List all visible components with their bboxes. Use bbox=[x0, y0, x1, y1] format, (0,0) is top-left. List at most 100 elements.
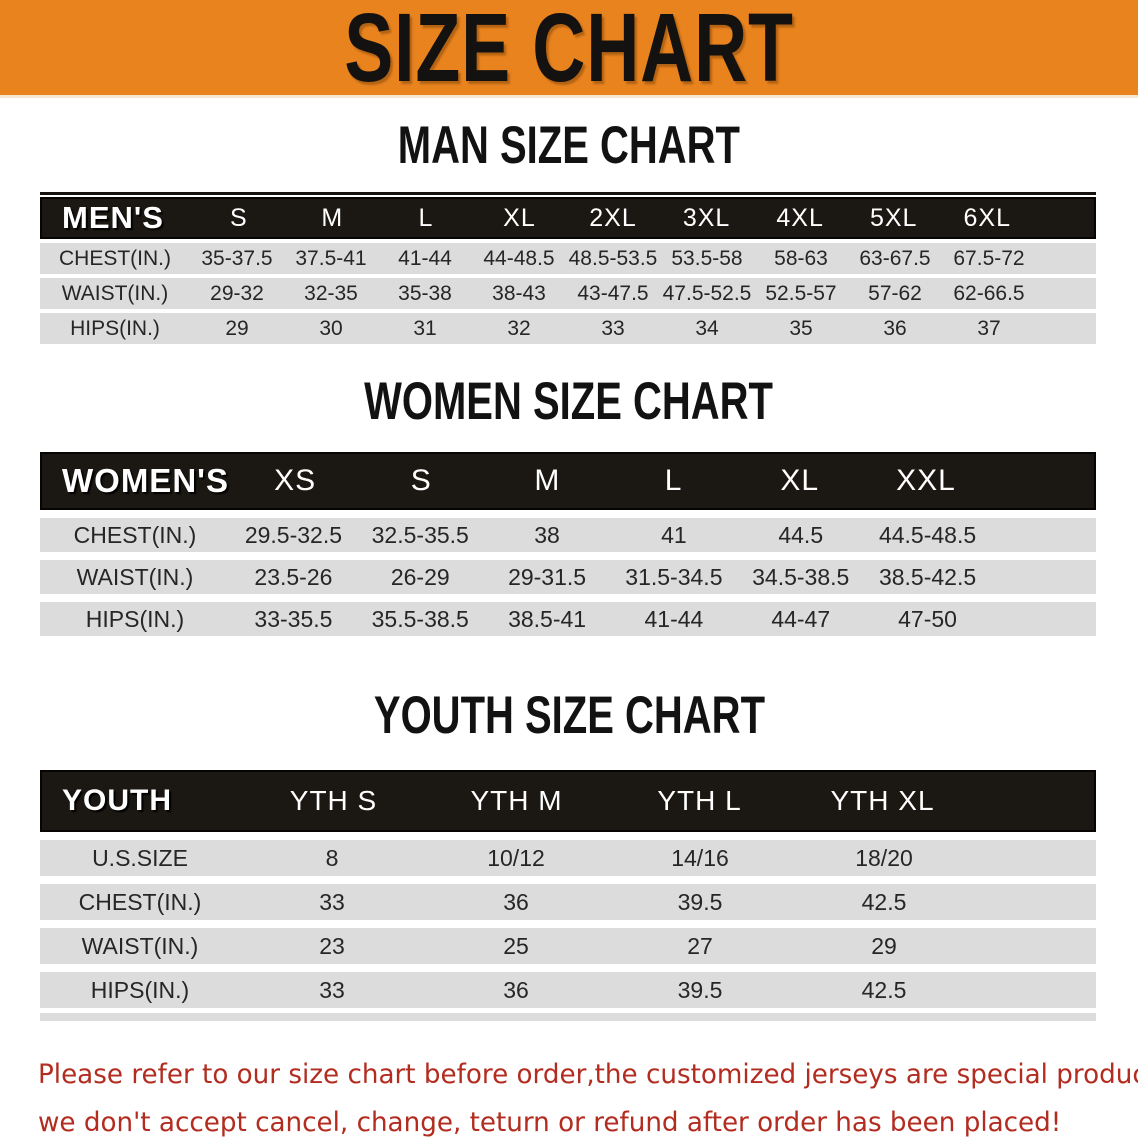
size-header-cell: 4XL bbox=[776, 203, 824, 232]
value-cell: 63-67.5 bbox=[859, 246, 931, 270]
value-cell: 31 bbox=[413, 316, 437, 340]
value-cell: 42.5 bbox=[861, 888, 907, 915]
size-header-cell: M bbox=[321, 203, 344, 232]
value-cell: 36 bbox=[883, 316, 907, 340]
value-cell: 34 bbox=[695, 316, 719, 340]
value-cell: 33-35.5 bbox=[254, 605, 333, 632]
row-label-cell: HIPS(IN.) bbox=[85, 605, 185, 632]
value-cell: 18/20 bbox=[855, 844, 913, 871]
women-size-section: WOMEN SIZE CHART WOMEN'S XS S M L XL XXL CHEST… bbox=[0, 372, 1138, 636]
youth-table-header-row: YOUTH YTH S YTH M YTH L YTH XL bbox=[40, 770, 1096, 832]
value-cell: 67.5-72 bbox=[953, 246, 1025, 270]
size-header-cell: 3XL bbox=[682, 203, 731, 232]
women-size-table: WOMEN'S XS S M L XL XXL CHEST(IN.) 29.5-32.5 32.… bbox=[40, 452, 1096, 636]
value-cell: 33 bbox=[319, 976, 345, 1003]
women-section-heading: WOMEN SIZE CHART bbox=[0, 372, 1138, 429]
footer-note: Please refer to our size chart before or… bbox=[38, 1051, 1138, 1147]
value-cell: 38.5-41 bbox=[508, 605, 587, 632]
men-size-table: MEN'S S M L XL 2XL 3XL 4XL 5XL 6XL CHEST(IN.) 35-3… bbox=[40, 192, 1096, 344]
value-cell: 44-48.5 bbox=[483, 246, 555, 270]
value-cell: 37 bbox=[977, 316, 1001, 340]
value-cell: 29-32 bbox=[210, 281, 264, 305]
size-header-cell: S bbox=[410, 464, 432, 497]
men-section-heading: MAN SIZE CHART bbox=[0, 116, 1138, 173]
size-header-cell: L bbox=[664, 464, 683, 497]
value-cell: 38 bbox=[534, 521, 560, 548]
table-top-gap bbox=[40, 195, 1096, 197]
youth-size-section: YOUTH SIZE CHART YOUTH YTH S YTH M YTH L YTH… bbox=[0, 685, 1138, 1021]
value-cell: 32.5-35.5 bbox=[371, 521, 469, 548]
row-label-cell: WAIST(IN.) bbox=[61, 281, 169, 305]
size-header-cell: 5XL bbox=[869, 203, 918, 232]
group-label-cell: MEN'S bbox=[62, 200, 164, 235]
men-table-header-row: MEN'S S M L XL 2XL 3XL 4XL 5XL 6XL bbox=[40, 197, 1096, 239]
value-cell: 48.5-53.5 bbox=[568, 246, 658, 270]
row-label-cell: CHEST(IN.) bbox=[78, 888, 202, 915]
size-chart-banner: SIZE CHART bbox=[0, 0, 1138, 102]
value-cell: 34.5-38.5 bbox=[752, 563, 850, 590]
table-top-rule bbox=[40, 192, 1096, 195]
size-header-cell: XL bbox=[780, 464, 820, 497]
value-cell: 44.5-48.5 bbox=[878, 521, 977, 548]
table-row: WAIST(IN.) 29-32 32-35 35-38 38-43 43-47.5 47.… bbox=[40, 278, 1096, 309]
value-cell: 58-63 bbox=[774, 246, 828, 270]
value-cell: 43-47.5 bbox=[577, 281, 649, 305]
size-header-cell: YTH M bbox=[470, 785, 563, 816]
value-cell: 31.5-34.5 bbox=[625, 563, 723, 590]
value-cell: 57-62 bbox=[868, 281, 922, 305]
value-cell: 14/16 bbox=[671, 844, 729, 871]
table-row: WAIST(IN.) 23 25 27 29 bbox=[40, 928, 1096, 964]
value-cell: 41 bbox=[661, 521, 687, 548]
size-header-cell: L bbox=[418, 203, 434, 232]
youth-section-heading-text: YOUTH SIZE CHART bbox=[373, 685, 765, 745]
value-cell: 33 bbox=[319, 888, 345, 915]
value-cell: 27 bbox=[687, 932, 713, 959]
value-cell: 35-37.5 bbox=[201, 246, 273, 270]
value-cell: 37.5-41 bbox=[295, 246, 367, 270]
value-cell: 47-50 bbox=[898, 605, 957, 632]
row-label-cell: WAIST(IN.) bbox=[81, 932, 199, 959]
value-cell: 32-35 bbox=[304, 281, 358, 305]
row-label-cell: HIPS(IN.) bbox=[90, 976, 190, 1003]
value-cell: 35 bbox=[789, 316, 813, 340]
value-cell: 62-66.5 bbox=[953, 281, 1025, 305]
value-cell: 29.5-32.5 bbox=[244, 521, 343, 548]
value-cell: 44.5 bbox=[778, 521, 824, 548]
value-cell: 30 bbox=[319, 316, 343, 340]
row-label-cell: CHEST(IN.) bbox=[73, 521, 197, 548]
table-row: U.S.SIZE 8 10/12 14/16 18/20 bbox=[40, 840, 1096, 876]
size-header-cell: XS bbox=[274, 464, 317, 497]
group-label-cell: WOMEN'S bbox=[62, 462, 230, 499]
value-cell: 44-47 bbox=[771, 605, 831, 632]
banner-title: SIZE CHART bbox=[344, 0, 794, 102]
size-header-cell: XXL bbox=[896, 464, 956, 497]
footer-note-line-1: Please refer to our size chart before or… bbox=[38, 1059, 1138, 1090]
value-cell: 35-38 bbox=[398, 281, 452, 305]
value-cell: 39.5 bbox=[677, 888, 723, 915]
table-row: HIPS(IN.) 33 36 39.5 42.5 bbox=[40, 972, 1096, 1008]
women-table-header-row: WOMEN'S XS S M L XL XXL bbox=[40, 452, 1096, 510]
value-cell: 36 bbox=[503, 976, 529, 1003]
value-cell: 10/12 bbox=[487, 844, 545, 871]
size-header-cell: S bbox=[229, 203, 248, 232]
footer-note-line-2: we don't accept cancel, change, teturn o… bbox=[38, 1107, 1062, 1138]
size-header-cell: XL bbox=[503, 203, 536, 232]
size-header-cell: M bbox=[534, 464, 561, 497]
value-cell: 23.5-26 bbox=[254, 563, 333, 590]
youth-section-heading: YOUTH SIZE CHART bbox=[0, 685, 1138, 745]
size-header-cell: YTH S bbox=[289, 785, 378, 816]
size-header-cell: 6XL bbox=[963, 203, 1012, 232]
men-size-section: MAN SIZE CHART MEN'S S M L XL 2XL 3XL 4XL 5XL 6XL… bbox=[0, 116, 1138, 344]
value-cell: 42.5 bbox=[861, 976, 907, 1003]
table-row: CHEST(IN.) 33 36 39.5 42.5 bbox=[40, 884, 1096, 920]
value-cell: 41-44 bbox=[398, 246, 452, 270]
value-cell: 35.5-38.5 bbox=[371, 605, 469, 632]
table-row: CHEST(IN.) 35-37.5 37.5-41 41-44 44-48.5 48.5… bbox=[40, 243, 1096, 274]
value-cell: 53.5-58 bbox=[671, 246, 743, 270]
size-header-cell: 2XL bbox=[589, 203, 637, 232]
value-cell: 52.5-57 bbox=[765, 281, 837, 305]
value-cell: 29-31.5 bbox=[508, 563, 587, 590]
value-cell: 33 bbox=[601, 316, 625, 340]
value-cell: 47.5-52.5 bbox=[662, 281, 752, 305]
value-cell: 38-43 bbox=[492, 281, 546, 305]
